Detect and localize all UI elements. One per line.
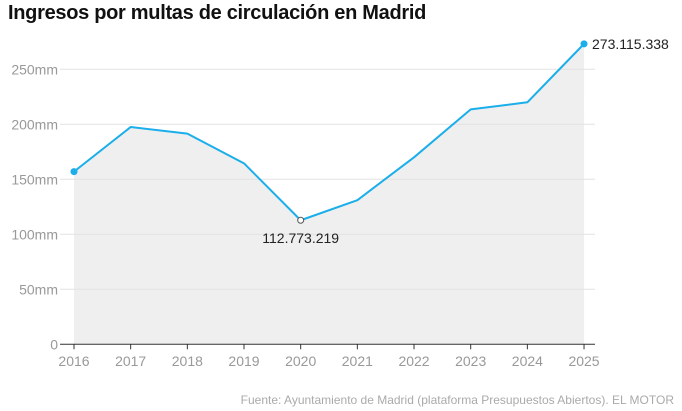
x-tick-label: 2022 [398,353,429,369]
x-tick-label: 2019 [228,353,259,369]
y-tick-label: 250mm [11,61,58,77]
data-label: 112.773.219 [262,230,339,246]
x-tick-label: 2021 [342,353,373,369]
x-tick-label: 2018 [172,353,203,369]
data-point [297,216,305,224]
series-line [73,43,585,222]
data-point [70,168,78,176]
x-tick-label: 2016 [58,353,89,369]
x-tick-label: 2017 [115,353,146,369]
y-tick-label: 200mm [11,116,58,132]
y-tick-label: 50mm [19,281,58,297]
chart-title: Ingresos por multas de circulación en Ma… [8,2,427,24]
area-fill [74,43,585,345]
y-tick-label: 150mm [11,171,58,187]
data-point [580,40,588,48]
x-tick-label: 2025 [568,353,599,369]
x-tick-label: 2024 [512,353,543,369]
y-tick-label: 100mm [11,226,58,242]
data-label: 273.115.338 [592,36,669,52]
source-note: Fuente: Ayuntamiento de Madrid (platafor… [240,393,674,407]
x-tick-label: 2023 [455,353,486,369]
y-tick-label: 0 [50,336,58,352]
x-tick-label: 2020 [285,353,316,369]
